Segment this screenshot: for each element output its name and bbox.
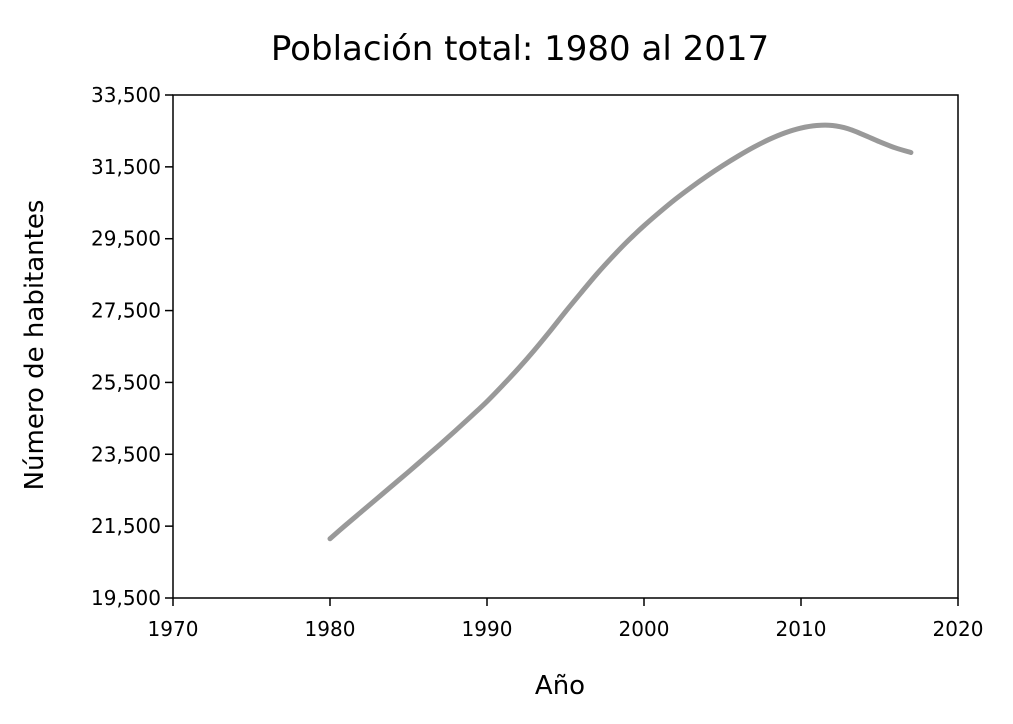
series-line-0 bbox=[327, 122, 914, 542]
y-axis: 19,500 21,500 23,500 25,500 27,500 29,500 31,5… bbox=[91, 83, 173, 610]
data-point bbox=[877, 139, 882, 144]
data-point bbox=[830, 123, 835, 128]
data-point bbox=[594, 271, 600, 277]
data-point bbox=[798, 125, 804, 131]
data-point bbox=[704, 173, 709, 179]
data-point bbox=[484, 399, 490, 404]
data-point bbox=[610, 254, 615, 259]
y-tick-label: 19,500 bbox=[91, 586, 161, 610]
y-axis-label: Número de habitantes bbox=[20, 200, 50, 491]
data-point bbox=[374, 496, 380, 501]
data-point bbox=[531, 348, 537, 353]
y-tick-label: 25,500 bbox=[91, 370, 161, 394]
data-point bbox=[767, 136, 772, 142]
data-point bbox=[861, 132, 866, 138]
y-tick-label: 33,500 bbox=[91, 83, 161, 107]
x-tick-label: 1980 bbox=[305, 617, 356, 641]
data-point bbox=[908, 150, 914, 155]
x-axis-label: Año bbox=[535, 671, 585, 701]
data-point bbox=[437, 442, 443, 447]
data-point bbox=[406, 469, 411, 475]
data-point bbox=[736, 153, 741, 159]
data-point bbox=[751, 144, 757, 150]
data-point bbox=[422, 456, 427, 461]
data-point bbox=[516, 366, 521, 371]
data-point bbox=[469, 414, 474, 419]
chart-title: Población total: 1980 al 2017 bbox=[271, 29, 769, 69]
data-point bbox=[688, 185, 694, 190]
x-tick-label: 2020 bbox=[933, 617, 984, 641]
plot-area-frame bbox=[172, 94, 959, 599]
data-point bbox=[343, 522, 348, 528]
data-point bbox=[547, 329, 552, 334]
x-tick-label: 1990 bbox=[462, 617, 513, 641]
data-point bbox=[453, 428, 458, 433]
x-tick-label: 1970 bbox=[148, 617, 199, 641]
data-point bbox=[893, 145, 898, 151]
y-tick-label: 29,500 bbox=[91, 227, 161, 251]
data-point bbox=[500, 383, 505, 388]
data-point bbox=[814, 123, 819, 128]
data-point bbox=[783, 130, 788, 135]
data-point bbox=[626, 238, 631, 243]
data-point bbox=[579, 290, 584, 295]
data-point bbox=[327, 536, 333, 541]
data-point bbox=[563, 309, 568, 314]
data-point bbox=[359, 509, 364, 514]
data-point bbox=[720, 163, 725, 168]
data-point bbox=[673, 196, 678, 202]
y-tick-label: 21,500 bbox=[91, 514, 161, 538]
data-point bbox=[845, 126, 851, 131]
y-tick-label: 27,500 bbox=[91, 299, 161, 323]
series-layer bbox=[327, 122, 914, 542]
x-axis: 1970 1980 1990 2000 2010 2020 bbox=[148, 598, 984, 641]
data-point bbox=[657, 209, 662, 215]
x-tick-label: 2010 bbox=[776, 617, 827, 641]
data-point bbox=[641, 223, 647, 228]
y-tick-label: 23,500 bbox=[91, 442, 161, 466]
x-tick-label: 2000 bbox=[619, 617, 670, 641]
y-tick-label: 31,500 bbox=[91, 155, 161, 179]
data-point bbox=[390, 482, 395, 488]
